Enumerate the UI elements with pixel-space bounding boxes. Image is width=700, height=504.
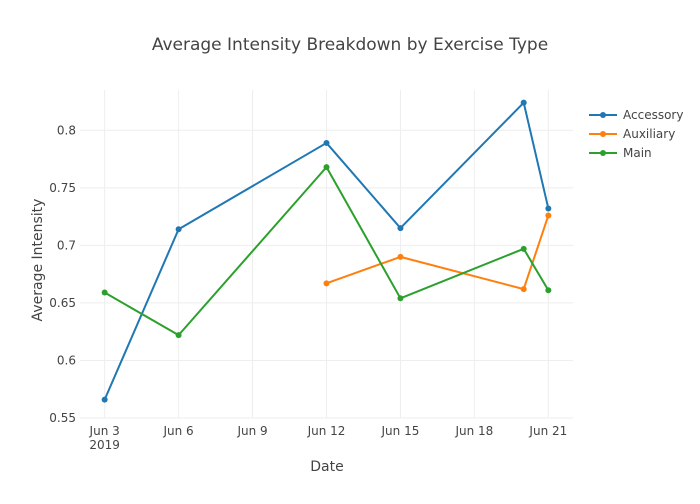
data-point-auxiliary[interactable] (545, 212, 552, 219)
x-tick-label: Jun 18 (454, 424, 493, 438)
x-tick-label: Jun 12 (307, 424, 346, 438)
y-tick-label: 0.8 (57, 123, 76, 137)
data-point-main[interactable] (323, 164, 330, 171)
legend-label-auxiliary: Auxiliary (623, 127, 675, 141)
y-axis-ticks: 0.55 0.6 0.65 0.7 0.75 0.8 (49, 123, 76, 425)
data-point-auxiliary[interactable] (397, 253, 404, 260)
data-point-accessory[interactable] (323, 139, 330, 146)
legend-item-accessory[interactable]: Accessory (589, 108, 683, 122)
x-tick-label: Jun 6 (162, 424, 193, 438)
data-point-accessory[interactable] (175, 226, 182, 233)
series-layer (101, 99, 552, 403)
x-tick-label: Jun 15 (381, 424, 420, 438)
x-tick-label: Jun 21 (528, 424, 567, 438)
grid-layer (80, 90, 573, 419)
data-point-auxiliary[interactable] (520, 286, 527, 293)
data-point-accessory[interactable] (545, 205, 552, 212)
data-point-main[interactable] (520, 245, 527, 252)
series-accessory (101, 99, 552, 403)
legend-item-auxiliary[interactable]: Auxiliary (589, 127, 675, 141)
series-main (101, 164, 552, 339)
x-tick-label: Jun 3 (89, 424, 120, 438)
legend-marker-main (600, 150, 606, 156)
data-point-accessory[interactable] (520, 99, 527, 106)
legend: Accessory Auxiliary Main (589, 108, 683, 160)
data-point-main[interactable] (101, 289, 108, 296)
data-point-accessory[interactable] (397, 225, 404, 232)
y-tick-label: 0.65 (49, 296, 76, 310)
legend-item-main[interactable]: Main (589, 146, 652, 160)
x-tick-sublabel: 2019 (89, 438, 120, 452)
y-tick-label: 0.6 (57, 353, 76, 367)
legend-label-accessory: Accessory (623, 108, 683, 122)
y-tick-label: 0.75 (49, 181, 76, 195)
y-axis-title: Average Intensity (30, 199, 46, 322)
series-line-accessory (103, 101, 550, 400)
y-tick-label: 0.55 (49, 411, 76, 425)
y-tick-label: 0.7 (57, 238, 76, 252)
data-point-accessory[interactable] (101, 396, 108, 403)
x-tick-label: Jun 9 (236, 424, 267, 438)
legend-marker-auxiliary (600, 131, 606, 137)
data-point-main[interactable] (545, 287, 552, 294)
legend-marker-accessory (600, 112, 606, 118)
data-point-main[interactable] (175, 332, 182, 339)
series-line-main (104, 166, 550, 337)
chart-title: Average Intensity Breakdown by Exercise … (152, 35, 548, 55)
data-point-main[interactable] (397, 295, 404, 302)
x-axis-title: Date (310, 459, 343, 475)
data-point-auxiliary[interactable] (323, 280, 330, 287)
legend-label-main: Main (623, 146, 652, 160)
